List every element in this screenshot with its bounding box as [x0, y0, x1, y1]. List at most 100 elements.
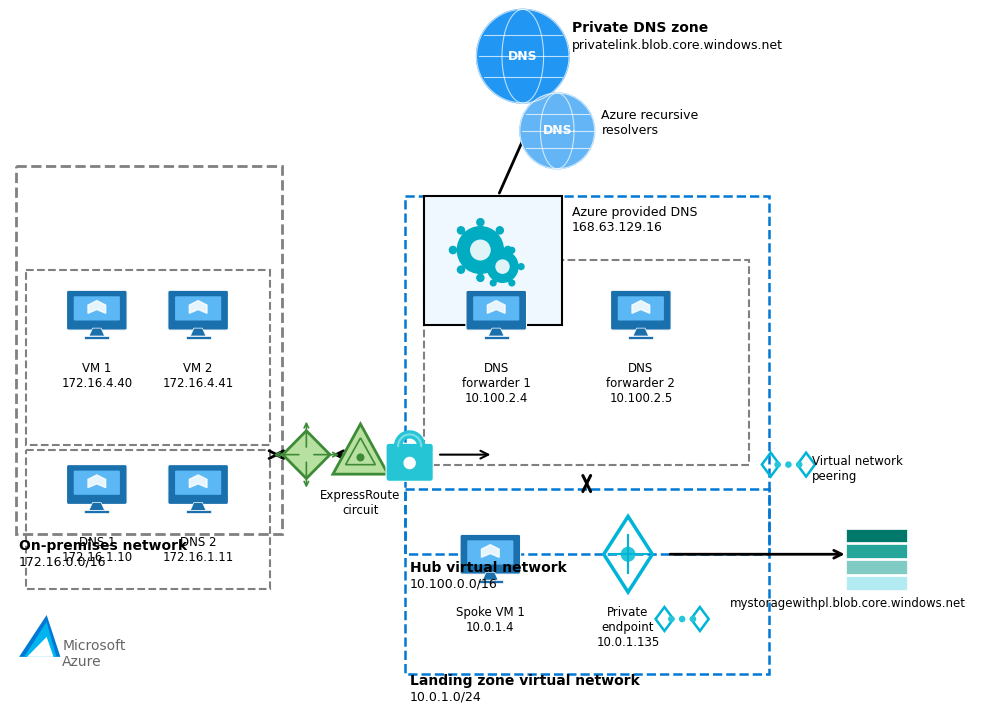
- Bar: [846, 577, 907, 590]
- Polygon shape: [84, 510, 109, 513]
- Circle shape: [679, 616, 684, 621]
- Text: Spoke VM 1
10.0.1.4: Spoke VM 1 10.0.1.4: [455, 606, 524, 634]
- Circle shape: [496, 227, 503, 234]
- Circle shape: [476, 9, 569, 103]
- Text: 10.100.0.0/16: 10.100.0.0/16: [410, 577, 497, 590]
- Polygon shape: [88, 503, 104, 510]
- Bar: [405, 490, 768, 674]
- FancyBboxPatch shape: [386, 444, 432, 482]
- Polygon shape: [632, 328, 648, 336]
- Bar: [26, 450, 269, 589]
- Circle shape: [508, 280, 514, 286]
- Circle shape: [504, 246, 511, 253]
- Polygon shape: [482, 572, 498, 580]
- Bar: [424, 196, 562, 325]
- Text: ExpressRoute
circuit: ExpressRoute circuit: [320, 490, 401, 518]
- Polygon shape: [84, 336, 109, 339]
- Bar: [846, 528, 907, 542]
- Bar: [424, 261, 748, 464]
- Circle shape: [486, 251, 518, 282]
- Polygon shape: [481, 544, 499, 557]
- Text: Landing zone virtual network: Landing zone virtual network: [410, 674, 639, 688]
- Polygon shape: [189, 475, 207, 487]
- Polygon shape: [483, 336, 508, 339]
- Text: 172.16.0.0/16: 172.16.0.0/16: [19, 555, 106, 568]
- Text: 10.0.1.0/24: 10.0.1.0/24: [410, 690, 481, 703]
- Bar: [26, 270, 269, 445]
- Text: DNS
forwarder 2
10.100.2.5: DNS forwarder 2 10.100.2.5: [605, 362, 675, 405]
- Polygon shape: [333, 424, 388, 474]
- Circle shape: [449, 246, 456, 253]
- Polygon shape: [631, 301, 649, 313]
- Circle shape: [404, 457, 414, 469]
- Bar: [405, 196, 768, 554]
- Polygon shape: [282, 431, 330, 479]
- Bar: [16, 166, 281, 534]
- Polygon shape: [628, 336, 653, 339]
- Text: On-premises network: On-premises network: [19, 539, 187, 553]
- Text: Private DNS zone: Private DNS zone: [572, 22, 708, 35]
- Circle shape: [457, 227, 503, 274]
- Circle shape: [518, 264, 524, 269]
- Circle shape: [496, 260, 509, 273]
- Polygon shape: [186, 510, 211, 513]
- Circle shape: [490, 248, 496, 253]
- Circle shape: [785, 462, 790, 467]
- FancyBboxPatch shape: [67, 290, 127, 330]
- FancyBboxPatch shape: [168, 290, 229, 330]
- FancyBboxPatch shape: [473, 297, 519, 320]
- FancyBboxPatch shape: [175, 471, 221, 495]
- Polygon shape: [19, 615, 61, 657]
- Circle shape: [357, 454, 364, 461]
- Text: Hub virtual network: Hub virtual network: [410, 561, 566, 575]
- Polygon shape: [87, 301, 105, 313]
- Circle shape: [476, 274, 483, 282]
- Text: VM 1
172.16.4.40: VM 1 172.16.4.40: [62, 362, 132, 390]
- Polygon shape: [27, 637, 54, 657]
- Text: DNS
forwarder 1
10.100.2.4: DNS forwarder 1 10.100.2.4: [461, 362, 530, 405]
- Text: DNS: DNS: [508, 50, 537, 63]
- FancyBboxPatch shape: [74, 297, 119, 320]
- Text: mystoragewithpl.blob.core.windows.net: mystoragewithpl.blob.core.windows.net: [729, 597, 964, 610]
- FancyBboxPatch shape: [175, 297, 221, 320]
- Circle shape: [457, 266, 464, 274]
- FancyBboxPatch shape: [617, 297, 663, 320]
- FancyBboxPatch shape: [610, 290, 671, 330]
- Polygon shape: [88, 328, 104, 336]
- Circle shape: [457, 227, 464, 234]
- Circle shape: [476, 219, 483, 226]
- Circle shape: [496, 266, 503, 274]
- Circle shape: [470, 240, 490, 260]
- Bar: [846, 544, 907, 559]
- Polygon shape: [477, 580, 502, 583]
- Polygon shape: [186, 336, 211, 339]
- Circle shape: [519, 93, 594, 168]
- Polygon shape: [487, 301, 505, 313]
- Circle shape: [796, 462, 801, 467]
- Circle shape: [490, 280, 496, 286]
- Bar: [846, 560, 907, 575]
- FancyBboxPatch shape: [459, 534, 520, 574]
- Text: Private
endpoint
10.0.1.135: Private endpoint 10.0.1.135: [595, 606, 659, 649]
- Polygon shape: [190, 503, 206, 510]
- Polygon shape: [24, 622, 57, 657]
- Polygon shape: [87, 475, 105, 487]
- Circle shape: [774, 462, 779, 467]
- FancyBboxPatch shape: [467, 540, 513, 564]
- Circle shape: [690, 616, 695, 621]
- Circle shape: [668, 616, 673, 621]
- Text: DNS 2
172.16.1.11: DNS 2 172.16.1.11: [162, 536, 234, 564]
- Polygon shape: [189, 301, 207, 313]
- Circle shape: [620, 547, 634, 561]
- Polygon shape: [190, 328, 206, 336]
- Text: VM 2
172.16.4.41: VM 2 172.16.4.41: [162, 362, 234, 390]
- Polygon shape: [488, 328, 504, 336]
- Circle shape: [508, 248, 514, 253]
- Text: DNS 1
172.16.1.10: DNS 1 172.16.1.10: [62, 536, 132, 564]
- Circle shape: [480, 264, 486, 269]
- Text: Azure recursive
resolvers: Azure recursive resolvers: [601, 109, 698, 137]
- FancyBboxPatch shape: [168, 464, 229, 505]
- FancyBboxPatch shape: [74, 471, 119, 495]
- Text: DNS: DNS: [542, 125, 572, 138]
- FancyBboxPatch shape: [465, 290, 526, 330]
